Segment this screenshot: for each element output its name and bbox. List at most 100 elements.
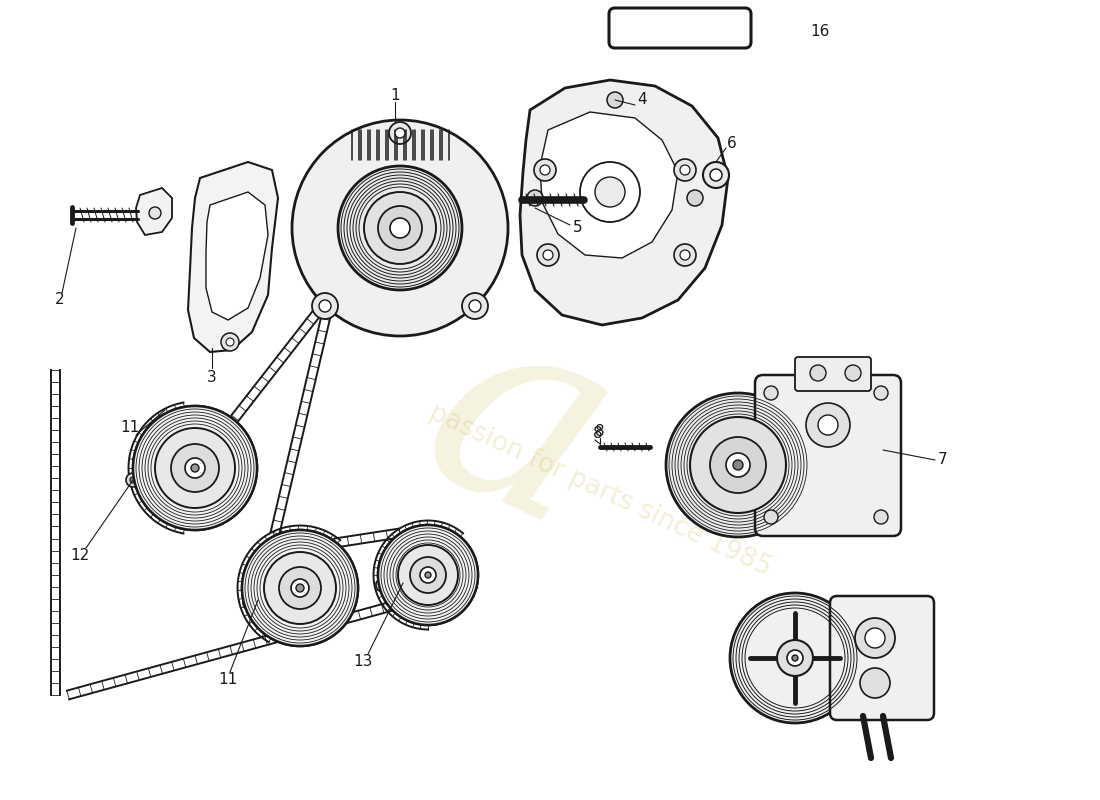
Text: 2: 2 — [55, 293, 65, 307]
Circle shape — [666, 393, 810, 537]
Circle shape — [296, 584, 304, 592]
Circle shape — [818, 415, 838, 435]
Circle shape — [420, 567, 436, 583]
Circle shape — [170, 444, 219, 492]
Circle shape — [191, 464, 199, 472]
Text: 3: 3 — [207, 370, 217, 386]
Circle shape — [462, 293, 488, 319]
Circle shape — [226, 338, 234, 346]
Circle shape — [155, 428, 235, 508]
FancyBboxPatch shape — [795, 357, 871, 391]
Circle shape — [221, 333, 239, 351]
Circle shape — [527, 190, 543, 206]
FancyBboxPatch shape — [755, 375, 901, 536]
Circle shape — [733, 460, 742, 470]
Circle shape — [688, 190, 703, 206]
Polygon shape — [540, 112, 678, 258]
Circle shape — [398, 545, 458, 605]
Text: 8: 8 — [593, 426, 603, 442]
Circle shape — [764, 386, 778, 400]
Text: 7: 7 — [938, 453, 948, 467]
Circle shape — [595, 177, 625, 207]
Circle shape — [389, 122, 411, 144]
Circle shape — [378, 525, 478, 625]
Circle shape — [340, 168, 460, 288]
Circle shape — [133, 406, 257, 530]
Circle shape — [425, 572, 431, 578]
Circle shape — [292, 120, 508, 336]
Circle shape — [874, 386, 888, 400]
Circle shape — [690, 417, 786, 513]
Circle shape — [243, 596, 257, 610]
Circle shape — [792, 655, 798, 661]
Text: 4: 4 — [637, 93, 647, 107]
Circle shape — [410, 557, 446, 593]
Text: a: a — [388, 273, 652, 587]
Circle shape — [378, 525, 478, 625]
Circle shape — [764, 510, 778, 524]
Circle shape — [292, 579, 309, 597]
Circle shape — [364, 192, 436, 264]
Text: 12: 12 — [70, 547, 89, 562]
Circle shape — [425, 572, 431, 578]
Circle shape — [312, 293, 338, 319]
Circle shape — [292, 579, 309, 597]
Circle shape — [148, 207, 161, 219]
Circle shape — [378, 206, 422, 250]
Circle shape — [420, 567, 436, 583]
Circle shape — [126, 473, 140, 487]
Text: passion for parts since 1985: passion for parts since 1985 — [425, 399, 776, 581]
Circle shape — [133, 406, 257, 530]
Circle shape — [710, 437, 766, 493]
Circle shape — [319, 300, 331, 312]
Circle shape — [703, 162, 729, 188]
Circle shape — [364, 192, 436, 264]
Circle shape — [185, 458, 205, 478]
Circle shape — [279, 567, 321, 609]
Text: 11: 11 — [219, 673, 238, 687]
Circle shape — [580, 162, 640, 222]
Polygon shape — [520, 80, 728, 325]
Circle shape — [130, 477, 136, 483]
FancyBboxPatch shape — [609, 8, 751, 48]
Text: 6: 6 — [727, 135, 737, 150]
Circle shape — [534, 159, 556, 181]
Circle shape — [537, 244, 559, 266]
Circle shape — [680, 165, 690, 175]
Circle shape — [607, 92, 623, 108]
Circle shape — [777, 640, 813, 676]
Circle shape — [170, 444, 219, 492]
Circle shape — [865, 628, 886, 648]
Circle shape — [185, 458, 205, 478]
Circle shape — [242, 530, 358, 646]
Circle shape — [379, 582, 386, 588]
Circle shape — [279, 567, 321, 609]
Text: 5: 5 — [573, 221, 583, 235]
Circle shape — [674, 159, 696, 181]
Circle shape — [810, 365, 826, 381]
Circle shape — [398, 545, 458, 605]
Text: 8: 8 — [595, 425, 605, 439]
Circle shape — [264, 552, 336, 624]
Circle shape — [395, 128, 405, 138]
Circle shape — [680, 250, 690, 260]
Polygon shape — [206, 192, 268, 320]
Circle shape — [296, 584, 304, 592]
Circle shape — [786, 650, 803, 666]
Circle shape — [726, 453, 750, 477]
Circle shape — [855, 618, 895, 658]
Circle shape — [860, 668, 890, 698]
Circle shape — [674, 244, 696, 266]
Circle shape — [390, 218, 410, 238]
Circle shape — [874, 510, 888, 524]
Circle shape — [410, 557, 446, 593]
Circle shape — [806, 403, 850, 447]
Circle shape — [390, 218, 410, 238]
Circle shape — [155, 428, 235, 508]
Circle shape — [378, 206, 422, 250]
Text: 11: 11 — [120, 421, 140, 435]
Circle shape — [730, 593, 860, 723]
Circle shape — [248, 600, 253, 606]
Circle shape — [376, 578, 390, 592]
FancyBboxPatch shape — [830, 596, 934, 720]
